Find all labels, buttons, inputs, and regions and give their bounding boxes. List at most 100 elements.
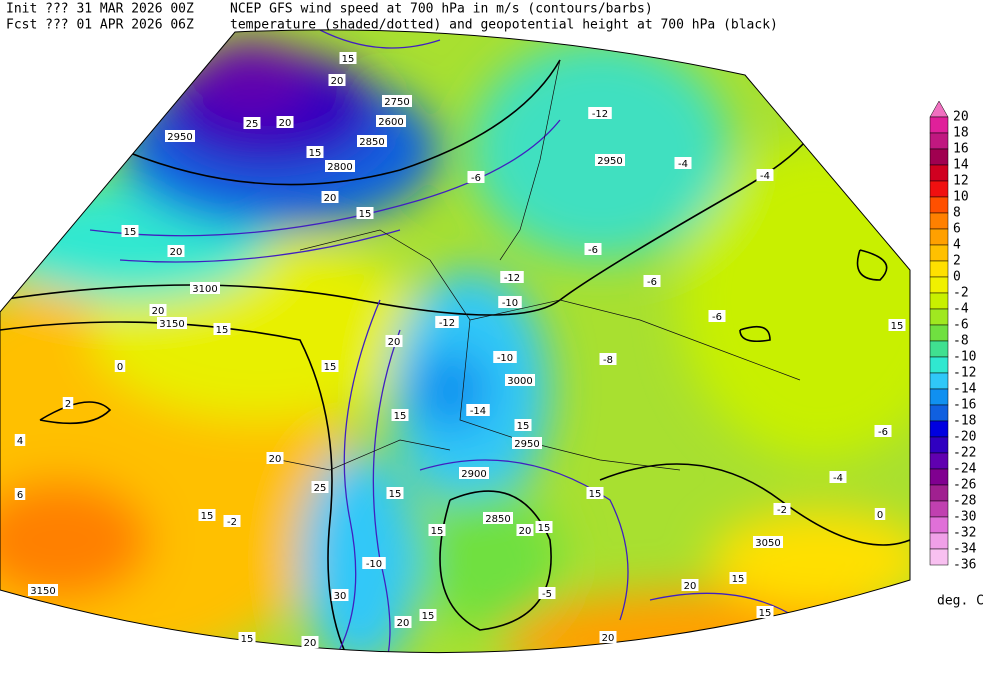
title-line-1: NCEP GFS wind speed at 700 hPa in m/s (c… bbox=[230, 2, 653, 17]
colorbar-segment bbox=[929, 308, 949, 326]
map-label-box bbox=[165, 130, 195, 142]
map-label-box bbox=[190, 282, 220, 294]
map-label-box bbox=[505, 374, 535, 386]
map-label: 20 bbox=[331, 76, 344, 87]
colorbar-segment bbox=[929, 228, 949, 246]
colorbar-label: -8 bbox=[953, 334, 969, 349]
map-label: 2950 bbox=[514, 439, 539, 450]
map-label: 20 bbox=[602, 633, 615, 644]
map-label: 15 bbox=[389, 489, 402, 500]
map-label: 15 bbox=[342, 54, 355, 65]
colorbar-segment bbox=[929, 532, 949, 550]
map-label-box bbox=[356, 207, 374, 219]
map-label: 15 bbox=[422, 611, 435, 622]
colorbar-label: -18 bbox=[953, 414, 976, 429]
map-label: 2950 bbox=[597, 156, 622, 167]
map-label-box bbox=[674, 157, 692, 169]
colorbar-segment bbox=[929, 420, 949, 438]
map-label-box bbox=[121, 225, 139, 237]
map-label-box bbox=[756, 606, 774, 618]
map-label: -14 bbox=[470, 406, 486, 417]
map-label: 20 bbox=[397, 618, 410, 629]
map-label: 15 bbox=[538, 523, 551, 534]
map-label-box bbox=[483, 512, 513, 524]
colorbar-segment bbox=[929, 484, 949, 502]
map-label-box bbox=[493, 351, 517, 363]
map-label-box bbox=[874, 425, 892, 437]
map-label: 15 bbox=[241, 634, 254, 645]
map-label-box bbox=[394, 616, 412, 628]
map-label: 30 bbox=[334, 591, 347, 602]
temperature-shading bbox=[0, 40, 910, 653]
map-label-box bbox=[588, 107, 612, 119]
map-label: 20 bbox=[388, 337, 401, 348]
colorbar-label: -24 bbox=[953, 462, 977, 477]
map-label: 2850 bbox=[485, 514, 510, 525]
map-label: 20 bbox=[152, 306, 165, 317]
map-label-box bbox=[459, 467, 489, 479]
map-label-box bbox=[62, 397, 74, 409]
colorbar-label: 14 bbox=[953, 158, 969, 173]
map-label-box bbox=[888, 319, 906, 331]
map-label: -6 bbox=[712, 312, 722, 323]
colorbar-segment bbox=[929, 116, 949, 134]
map-label-box bbox=[599, 353, 617, 365]
map-label-box bbox=[538, 587, 556, 599]
colorbar-label: -36 bbox=[953, 558, 976, 573]
colorbar-label: -34 bbox=[953, 542, 977, 557]
colorbar-label: -14 bbox=[953, 382, 977, 397]
fcst-text: Fcst ??? 01 APR 2026 06Z bbox=[6, 18, 194, 33]
colorbar-segment bbox=[929, 548, 949, 566]
map-label: 3150 bbox=[159, 319, 184, 330]
colorbar-segment bbox=[929, 372, 949, 390]
map-label-box bbox=[753, 536, 783, 548]
colorbar-segment bbox=[929, 244, 949, 262]
map-label: 3050 bbox=[755, 538, 780, 549]
map-label: 25 bbox=[314, 483, 327, 494]
map-label-box bbox=[500, 271, 524, 283]
colorbar-label: -30 bbox=[953, 510, 976, 525]
map-label: 0 bbox=[117, 362, 123, 373]
map-label-box bbox=[829, 471, 847, 483]
map-label-box bbox=[419, 609, 437, 621]
map-label: 15 bbox=[759, 608, 772, 619]
colorbar-label: -2 bbox=[953, 286, 969, 301]
map-label-box bbox=[114, 360, 126, 372]
colorbar-label: -22 bbox=[953, 446, 976, 461]
colorbar-unit: deg. C bbox=[937, 594, 984, 609]
map-label-box bbox=[385, 335, 403, 347]
map-label-box bbox=[339, 52, 357, 64]
map-label-box bbox=[386, 487, 404, 499]
map-label-box bbox=[213, 323, 231, 335]
map-label-box bbox=[14, 434, 26, 446]
map-label: -5 bbox=[542, 589, 552, 600]
map-label: 15 bbox=[394, 411, 407, 422]
map-label-box bbox=[243, 117, 261, 129]
map-label: -10 bbox=[502, 298, 518, 309]
map-label-box bbox=[599, 631, 617, 643]
colorbar-segment bbox=[929, 404, 949, 422]
colorbar-label: 6 bbox=[953, 222, 961, 237]
map-label-box bbox=[756, 169, 774, 181]
map-label: -6 bbox=[471, 173, 481, 184]
colorbar-segment bbox=[929, 516, 949, 534]
map-label-box bbox=[362, 557, 386, 569]
colorbar-label: 20 bbox=[953, 110, 969, 125]
map-label: 0 bbox=[877, 510, 883, 521]
map-label: 2750 bbox=[384, 97, 409, 108]
map-label-box bbox=[321, 360, 339, 372]
map-label-box bbox=[238, 632, 256, 644]
colorbar-label: -28 bbox=[953, 494, 976, 509]
colorbar-segment bbox=[929, 436, 949, 454]
map-area bbox=[0, 29, 910, 653]
map-label: -12 bbox=[592, 109, 608, 120]
map-label-box bbox=[708, 310, 726, 322]
map-label: -4 bbox=[833, 473, 843, 484]
map-label-box bbox=[376, 115, 406, 127]
map-label: -12 bbox=[439, 318, 455, 329]
wind-contours bbox=[89, 29, 910, 653]
colorbar-label: 12 bbox=[953, 174, 969, 189]
map-label: 15 bbox=[732, 574, 745, 585]
map-label: -10 bbox=[497, 353, 513, 364]
